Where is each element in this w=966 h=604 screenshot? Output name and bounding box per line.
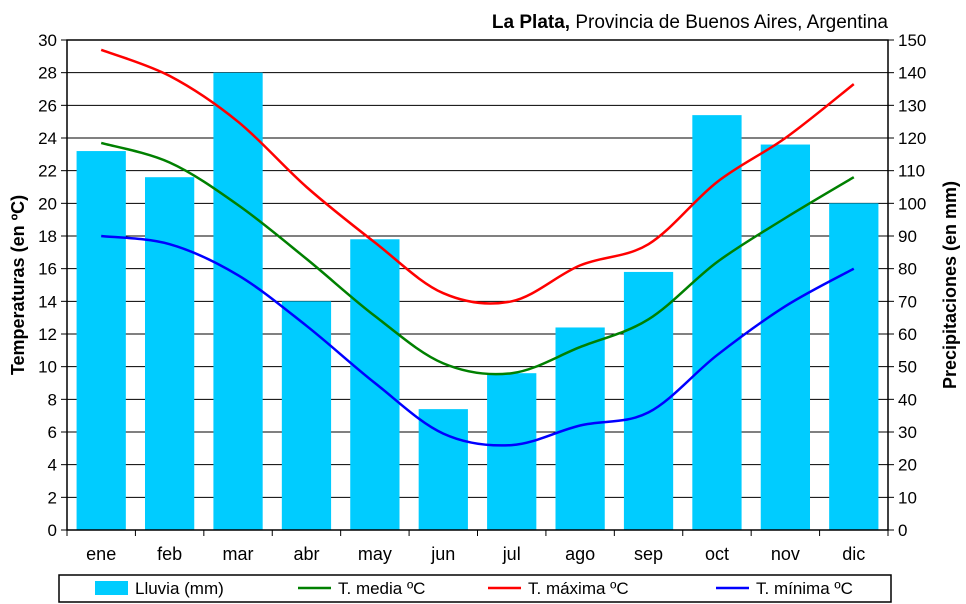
y-tick-label-right: 130: [898, 96, 926, 115]
y-tick-label-left: 22: [38, 162, 57, 181]
rain-bar: [418, 409, 468, 530]
y-tick-label-left: 14: [38, 292, 57, 311]
y-tick-label-right: 60: [898, 325, 917, 344]
y-tick-label-right: 20: [898, 456, 917, 475]
x-tick-label: oct: [705, 544, 729, 564]
y-tick-label-left: 6: [48, 423, 57, 442]
y-tick-label-left: 2: [48, 488, 57, 507]
y-tick-label-left: 26: [38, 96, 57, 115]
x-tick-label: feb: [157, 544, 182, 564]
legend-label: Lluvia (mm): [135, 579, 224, 598]
x-tick-label: ago: [565, 544, 595, 564]
x-tick-label: nov: [771, 544, 800, 564]
x-axis: ene feb mar abr may jun jul ago sep oct nov dic: [66, 530, 889, 564]
chart-title: La Plata, Provincia de Buenos Aires, Arg…: [492, 12, 889, 33]
y-tick-label-left: 28: [38, 64, 57, 83]
y-tick-label-left: 24: [38, 129, 57, 148]
temperature-lines: [100, 48, 855, 447]
y-tick-label-right: 10: [898, 488, 917, 507]
rain-bar: [555, 327, 605, 530]
y-tick-label-left: 4: [48, 456, 57, 475]
x-tick-label: jun: [430, 544, 455, 564]
rain-bar: [350, 239, 400, 530]
legend-box: [58, 574, 892, 603]
y-axis-right-label: Precipitaciones (en mm): [940, 181, 960, 389]
rain-bar: [692, 115, 742, 530]
rain-bar: [829, 203, 879, 531]
y-tick-label-right: 0: [898, 521, 907, 540]
x-tick-label: jul: [502, 544, 521, 564]
rain-bar: [144, 177, 195, 530]
legend-label: T. media ºC: [338, 579, 425, 598]
y-axis-left-label: Temperaturas (en ºC): [8, 195, 28, 375]
y-tick-label-left: 12: [38, 325, 57, 344]
y-tick-label-right: 50: [898, 358, 917, 377]
x-tick-label: mar: [223, 544, 254, 564]
x-tick-label: may: [358, 544, 392, 564]
y-tick-label-right: 90: [898, 227, 917, 246]
y-tick-label-right: 70: [898, 292, 917, 311]
legend: Lluvia (mm) T. media ºC T. máxima ºC T. mín…: [58, 574, 892, 603]
svg-text:La Plata, Provincia de Buenos: La Plata, Provincia de Buenos Aires, Arg…: [492, 12, 889, 33]
y-axis-right: 0 10 20 30 40 50 60 70 80 90 100 110 120 130 140 150: [888, 31, 926, 540]
x-tick-label: ene: [86, 544, 116, 564]
y-tick-label-left: 18: [38, 227, 57, 246]
y-tick-label-right: 150: [898, 31, 926, 50]
gridlines: [67, 39, 888, 531]
rain-bar: [76, 151, 126, 531]
temperature-line: [100, 48, 855, 305]
y-tick-label-left: 30: [38, 31, 57, 50]
rain-bar: [213, 72, 263, 531]
chart-title-place: La Plata,: [492, 12, 570, 33]
y-tick-label-left: 20: [38, 194, 57, 213]
x-tick-label: sep: [634, 544, 663, 564]
y-tick-label-right: 40: [898, 390, 917, 409]
plot-area: [67, 40, 888, 530]
temperature-line: [100, 141, 855, 376]
y-tick-label-right: 120: [898, 129, 926, 148]
y-tick-label-left: 8: [48, 390, 57, 409]
rain-bar: [760, 144, 811, 531]
y-tick-label-right: 100: [898, 194, 926, 213]
y-tick-label-left: 16: [38, 260, 57, 279]
y-tick-label-right: 110: [898, 162, 925, 181]
rain-bars: [76, 72, 879, 531]
legend-swatch: [95, 581, 128, 595]
x-tick-label: abr: [293, 544, 319, 564]
legend-label: T. mínima ºC: [756, 579, 853, 598]
y-tick-label-right: 80: [898, 260, 917, 279]
y-tick-label-right: 30: [898, 423, 917, 442]
y-tick-label-left: 0: [48, 521, 57, 540]
y-tick-label-right: 140: [898, 64, 926, 83]
chart-title-region: Provincia de Buenos Aires, Argentina: [570, 12, 888, 33]
legend-label: T. máxima ºC: [528, 579, 629, 598]
rain-bar: [487, 373, 537, 530]
rain-bar: [281, 301, 332, 530]
x-tick-label: dic: [842, 544, 865, 564]
temperature-line: [101, 234, 855, 447]
y-tick-label-left: 10: [38, 358, 57, 377]
